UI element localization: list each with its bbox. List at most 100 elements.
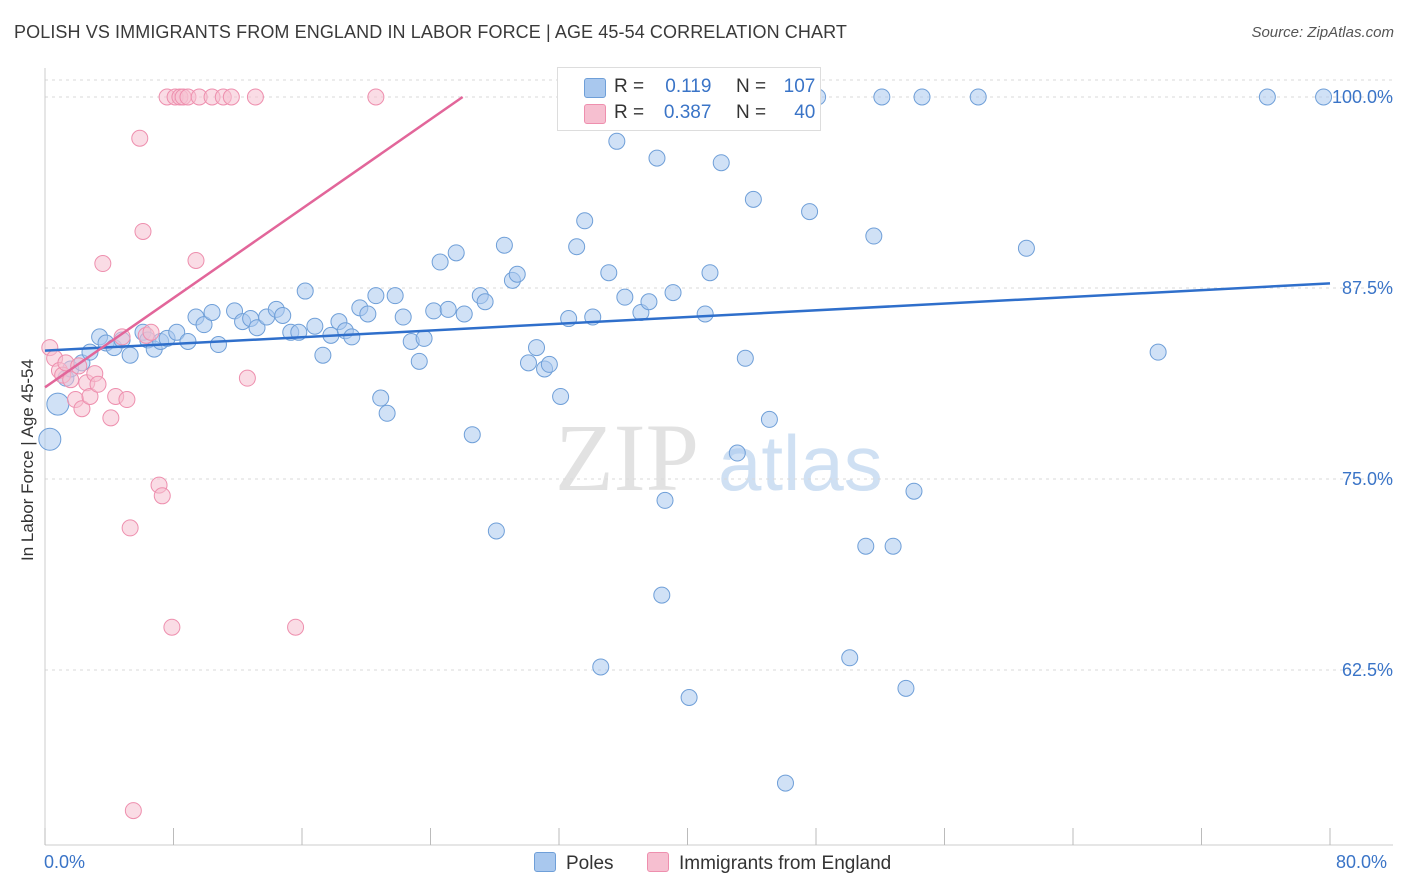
poles-point — [680, 689, 698, 707]
poles-point — [857, 537, 875, 555]
poles-point — [306, 317, 324, 335]
poles-point — [415, 329, 433, 347]
england-point — [62, 371, 80, 389]
poles-point — [760, 410, 778, 428]
england-r-value: 0.387 — [663, 102, 712, 123]
poles-point — [447, 244, 465, 262]
poles-point — [495, 236, 513, 254]
poles-point — [314, 346, 332, 364]
poles-point — [248, 319, 266, 337]
england-swatch-icon — [584, 104, 606, 124]
poles-point — [884, 537, 902, 555]
england-n-value: 40 — [794, 102, 816, 123]
poles-r-label: R = — [614, 76, 645, 97]
chart-source: Source: ZipAtlas.com — [1251, 24, 1394, 41]
poles-point — [701, 264, 719, 282]
poles-point — [359, 305, 377, 323]
poles-point — [463, 426, 481, 444]
poles-point — [648, 149, 666, 167]
watermark-atlas: atlas — [718, 419, 883, 507]
poles-point — [696, 305, 714, 323]
poles-point — [209, 336, 227, 354]
poles-point — [552, 387, 570, 405]
poles-point — [969, 88, 987, 106]
poles-point — [455, 305, 473, 323]
poles-n-label: N = — [735, 76, 767, 97]
correlation-legend: R = 0.119 N = 107 R = 0.387 N = 40 — [557, 67, 821, 131]
y-tick-label: 75.0% — [1342, 469, 1393, 489]
england-point — [287, 618, 305, 636]
england-point — [153, 487, 171, 505]
x-tick-label-max: 80.0% — [1336, 852, 1388, 872]
chart-title: POLISH VS IMMIGRANTS FROM ENGLAND IN LAB… — [14, 22, 847, 42]
poles-point — [1017, 239, 1035, 257]
poles-point — [519, 354, 537, 372]
poles-point — [1258, 88, 1276, 106]
poles-point — [656, 491, 674, 509]
poles-point — [528, 339, 546, 357]
poles-point — [195, 316, 213, 334]
poles-swatch-icon — [584, 78, 606, 98]
england-point — [238, 369, 256, 387]
england-point — [246, 88, 264, 106]
poles-point — [600, 264, 618, 282]
poles-point — [841, 649, 859, 667]
england-r-label: R = — [614, 102, 645, 123]
poles-point — [712, 154, 730, 172]
poles-point — [1149, 343, 1167, 361]
england-point — [163, 618, 181, 636]
y-tick-label: 62.5% — [1342, 660, 1393, 680]
england-point — [222, 88, 240, 106]
poles-point — [372, 389, 390, 407]
poles-point — [801, 203, 819, 221]
england-n-label: N = — [735, 102, 767, 123]
poles-point — [439, 300, 457, 318]
poles-point — [608, 132, 626, 150]
poles-point — [179, 332, 197, 350]
poles-point — [653, 586, 671, 604]
poles-point — [873, 88, 891, 106]
watermark-zip: ZIP — [555, 404, 699, 511]
poles-point — [367, 287, 385, 305]
england-point — [367, 88, 385, 106]
legend-england-label: Immigrants from England — [679, 853, 892, 874]
poles-trendline — [44, 282, 1331, 352]
poles-point — [576, 212, 594, 230]
england-point — [89, 375, 107, 393]
poles-point — [905, 482, 923, 500]
poles-point — [616, 288, 634, 306]
poles-point — [487, 522, 505, 540]
poles-point — [728, 444, 746, 462]
y-tick-label: 100.0% — [1332, 87, 1393, 107]
x-tick-label-min: 0.0% — [44, 852, 86, 872]
england-point — [131, 129, 149, 147]
legend-item-poles: Poles — [534, 852, 614, 875]
england-point — [118, 391, 136, 409]
england-point — [142, 323, 160, 341]
poles-point — [431, 253, 449, 271]
legend-poles-label: Poles — [566, 853, 614, 874]
england-point — [134, 222, 152, 240]
y-tick-label: 87.5% — [1342, 278, 1393, 298]
poles-point — [1315, 88, 1333, 106]
poles-point — [897, 679, 915, 697]
poles-point — [592, 658, 610, 676]
y-axis-label: In Labor Force | Age 45-54 — [18, 359, 37, 561]
england-trendline — [44, 95, 464, 389]
poles-point — [410, 352, 428, 370]
england-point — [81, 387, 99, 405]
poles-point — [121, 346, 139, 364]
england-legend-icon — [647, 852, 669, 872]
poles-point — [168, 323, 186, 341]
poles-point — [640, 293, 658, 311]
poles-r-value: 0.119 — [665, 76, 712, 97]
legend-item-england: Immigrants from England — [647, 852, 891, 875]
england-point — [73, 400, 91, 418]
poles-legend-icon — [534, 852, 556, 872]
poles-point — [203, 303, 221, 321]
poles-point — [394, 308, 412, 326]
poles-point — [425, 302, 443, 320]
england-point — [187, 251, 205, 269]
poles-n-value: 107 — [783, 76, 816, 97]
